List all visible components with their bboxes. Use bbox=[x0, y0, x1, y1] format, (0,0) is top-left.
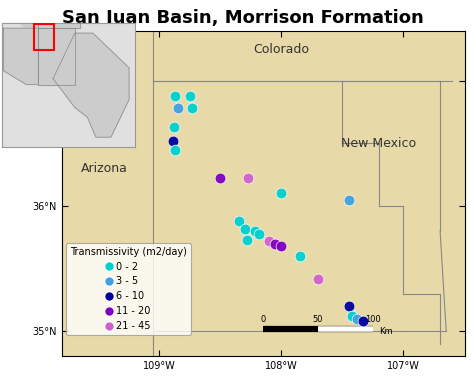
Point bbox=[172, 93, 179, 99]
Text: 100: 100 bbox=[365, 315, 381, 324]
Text: New Mexico: New Mexico bbox=[341, 137, 417, 150]
Text: 50: 50 bbox=[313, 315, 323, 324]
Point bbox=[278, 190, 285, 197]
Point bbox=[170, 124, 178, 130]
Point bbox=[255, 230, 263, 236]
Point bbox=[169, 138, 176, 144]
Point bbox=[345, 303, 352, 309]
Polygon shape bbox=[8, 0, 38, 28]
Text: Km: Km bbox=[379, 327, 392, 336]
Polygon shape bbox=[53, 33, 129, 137]
Point bbox=[353, 315, 361, 322]
Point bbox=[345, 197, 352, 203]
Point bbox=[265, 238, 273, 244]
Point bbox=[174, 105, 182, 111]
Point bbox=[241, 225, 248, 231]
Point bbox=[186, 93, 193, 99]
Text: 0: 0 bbox=[260, 315, 266, 324]
Point bbox=[189, 105, 196, 111]
Legend: 0 - 2, 3 - 5, 6 - 10, 11 - 20, 21 - 45: 0 - 2, 3 - 5, 6 - 10, 11 - 20, 21 - 45 bbox=[66, 243, 191, 335]
Text: San Juan Basin, Morrison Formation: San Juan Basin, Morrison Formation bbox=[62, 9, 423, 27]
Point bbox=[217, 175, 224, 182]
Polygon shape bbox=[38, 28, 75, 85]
Point bbox=[245, 175, 252, 182]
Point bbox=[244, 237, 251, 243]
Point bbox=[359, 318, 367, 324]
Point bbox=[235, 218, 242, 224]
Point bbox=[314, 276, 322, 282]
Polygon shape bbox=[4, 28, 38, 85]
Point bbox=[296, 253, 303, 259]
Point bbox=[278, 243, 285, 249]
Point bbox=[251, 228, 258, 234]
Text: Arizona: Arizona bbox=[81, 162, 128, 175]
Text: Colorado: Colorado bbox=[254, 43, 310, 56]
Polygon shape bbox=[38, 0, 81, 28]
Bar bbox=[34, 24, 54, 50]
Point bbox=[172, 147, 179, 153]
Point bbox=[348, 313, 356, 319]
Point bbox=[272, 240, 279, 247]
